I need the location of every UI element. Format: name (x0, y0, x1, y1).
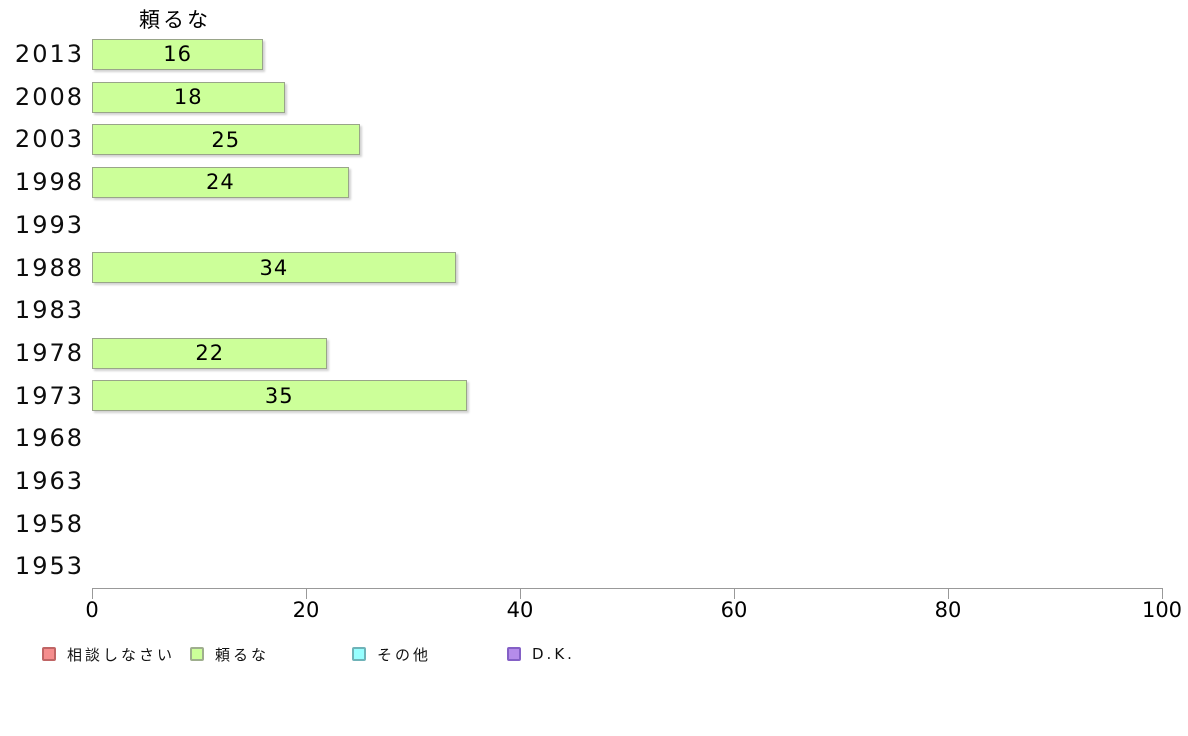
year-label: 1993 (14, 210, 84, 239)
x-axis-tick-label: 80 (934, 598, 962, 622)
bar: 16 (92, 38, 264, 70)
x-axis-tick (733, 588, 735, 599)
year-label: 1968 (14, 424, 84, 453)
legend-label: D.K. (532, 645, 575, 663)
bar: 18 (92, 81, 285, 113)
legend-label: 相談しなさい (67, 645, 176, 664)
bar: 35 (92, 380, 467, 412)
legend-label: その他 (377, 645, 432, 664)
bar-value-label: 16 (163, 42, 192, 67)
bar: 22 (92, 337, 328, 369)
year-label: 1953 (14, 552, 84, 581)
bar-value-label: 34 (259, 255, 289, 280)
x-axis-tick (519, 588, 521, 599)
year-label: 2008 (14, 82, 84, 111)
year-label: 2003 (14, 125, 84, 154)
bar-value-label: 25 (211, 127, 241, 152)
year-label: 1988 (14, 253, 84, 282)
year-label: 1983 (14, 296, 84, 325)
legend-swatch (507, 647, 521, 661)
legend-item: 頼るな (190, 644, 269, 664)
bar: 25 (92, 124, 360, 156)
x-axis-tick-label: 100 (1141, 598, 1183, 622)
legend-swatch (42, 647, 56, 661)
year-label: 1963 (14, 467, 84, 495)
x-axis-tick (91, 588, 93, 599)
bar: 34 (92, 252, 456, 284)
legend-item: 相談しなさい (42, 644, 175, 664)
legend-label: 頼るな (215, 645, 270, 664)
chart-series-title: 頼るな (139, 8, 211, 32)
year-label: 1998 (14, 168, 84, 197)
x-axis-line (92, 588, 1162, 589)
legend-swatch (190, 647, 204, 661)
year-label: 1973 (14, 381, 84, 410)
year-label: 1958 (14, 509, 84, 538)
bar-value-label: 18 (173, 85, 203, 110)
legend-swatch (352, 647, 366, 661)
year-label: 1978 (14, 338, 84, 367)
bar-value-label: 24 (206, 170, 235, 195)
bar: 24 (92, 166, 349, 198)
legend-item: D.K. (507, 644, 575, 664)
x-axis-tick (1161, 588, 1163, 599)
legend-item: その他 (352, 644, 431, 664)
x-axis-tick-label: 60 (720, 598, 748, 622)
x-axis-tick-label: 20 (292, 598, 320, 622)
bar-value-label: 35 (264, 383, 294, 408)
x-axis-tick-label: 0 (85, 598, 99, 622)
x-axis-tick (947, 588, 949, 599)
x-axis-tick (305, 588, 307, 599)
bar-value-label: 22 (195, 341, 225, 366)
x-axis-tick-label: 40 (506, 598, 534, 622)
year-label: 2013 (14, 40, 84, 68)
